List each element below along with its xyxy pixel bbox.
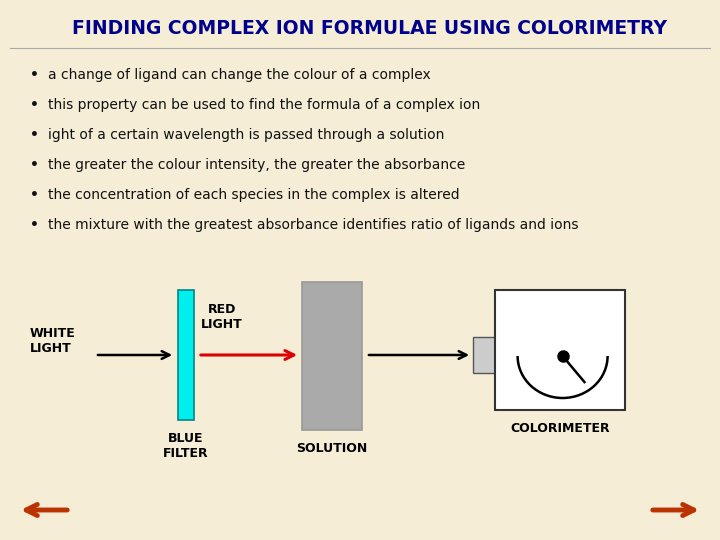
Text: SOLUTION: SOLUTION bbox=[297, 442, 368, 455]
Text: RED
LIGHT: RED LIGHT bbox=[201, 303, 243, 331]
Bar bbox=[302, 282, 362, 430]
Text: FINDING COMPLEX ION FORMULAE USING COLORIMETRY: FINDING COMPLEX ION FORMULAE USING COLOR… bbox=[73, 18, 667, 37]
Text: BLUE
FILTER: BLUE FILTER bbox=[163, 432, 209, 460]
Text: a change of ligand can change the colour of a complex: a change of ligand can change the colour… bbox=[48, 68, 431, 82]
Bar bbox=[473, 337, 495, 373]
Text: •: • bbox=[30, 218, 39, 232]
Text: •: • bbox=[30, 188, 39, 202]
Text: •: • bbox=[30, 68, 39, 82]
Text: •: • bbox=[30, 128, 39, 142]
Text: the mixture with the greatest absorbance identifies ratio of ligands and ions: the mixture with the greatest absorbance… bbox=[48, 218, 578, 232]
Bar bbox=[495, 290, 625, 410]
Text: the concentration of each species in the complex is altered: the concentration of each species in the… bbox=[48, 188, 459, 202]
Text: ight of a certain wavelength is passed through a solution: ight of a certain wavelength is passed t… bbox=[48, 128, 444, 142]
Text: COLORIMETER: COLORIMETER bbox=[510, 422, 610, 435]
Text: the greater the colour intensity, the greater the absorbance: the greater the colour intensity, the gr… bbox=[48, 158, 465, 172]
Bar bbox=[178, 290, 194, 420]
Text: this property can be used to find the formula of a complex ion: this property can be used to find the fo… bbox=[48, 98, 480, 112]
Text: •: • bbox=[30, 98, 39, 112]
Text: •: • bbox=[30, 158, 39, 172]
Text: WHITE
LIGHT: WHITE LIGHT bbox=[30, 327, 76, 355]
